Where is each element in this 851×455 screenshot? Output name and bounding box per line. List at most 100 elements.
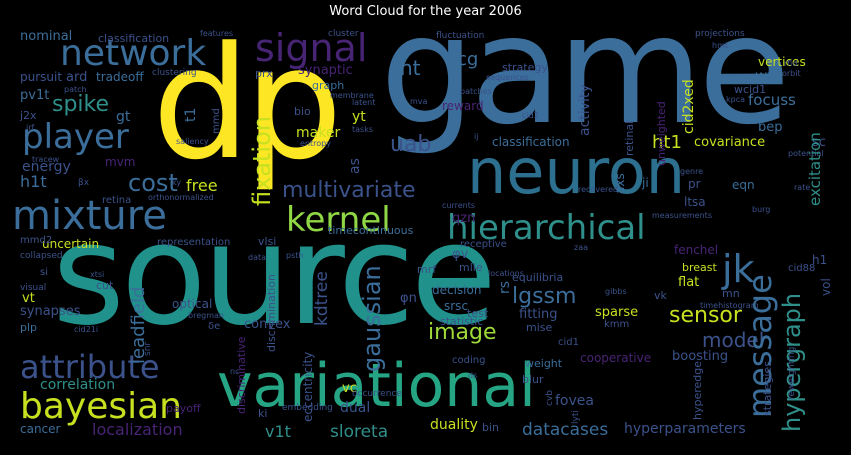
word-network: network [60,33,207,74]
word-cid21i: cid21i [74,325,99,334]
word-game: game [380,26,791,158]
word-axs: axs [613,173,627,194]
word-delta-e: δe [208,321,221,332]
word-mmd: mmd [211,108,222,134]
word-pr: pr [688,177,701,191]
word-synaptic: synaptic [298,63,353,78]
word-sparse: sparse [595,305,639,320]
word-lcg: lcg [452,49,479,70]
word-gt: gt [116,109,131,125]
word-burg: burg [752,205,771,214]
word-mmd2: mmd2 [20,235,53,246]
word-measurements: measurements [652,211,712,220]
word-tradeoff: tradeoff [96,70,144,84]
word-phi-n: φn [400,291,417,306]
word-fluctuation: fluctuation [436,31,485,41]
word-bep: bep [758,120,783,135]
word-retinal: retinal [623,120,636,156]
word-kernel: kernel [286,200,391,240]
word-cancer: cancer [20,422,61,436]
word-currents: currents [442,201,476,210]
word-collapsed: collapsed [20,251,63,261]
word-cost: cost [128,169,178,197]
word-ht1: ht1 [652,132,682,153]
word-variational: variational [217,351,536,421]
word-cvb: cvb [545,390,555,406]
word-tasks: tasks [352,125,374,134]
word-discriminative: discriminative [235,336,248,414]
word-as: as [347,158,363,174]
word-excitation: excitation [806,132,824,206]
word-representation: representation [157,237,231,248]
word-ard: ard [66,70,88,85]
word-ki: ki [258,407,268,420]
word-srsc: srsc [444,299,469,313]
word-optical: optical [172,297,213,311]
word-uncertain: uncertain [42,237,100,251]
word-statistic: statistic [440,315,484,328]
word-model: model [702,328,765,352]
word-prx: prx [255,67,273,80]
word-coding: coding [452,355,486,366]
word-clustering: clustering [152,68,197,78]
word-attribute: attribute [20,348,160,386]
word-localization: localization [92,420,183,439]
word-mvm: mvm [105,155,136,169]
word-t1: t1 [183,107,199,122]
word-uab: uab [390,132,432,157]
word-bayesian: bayesian [20,386,182,427]
word-v1t: v1t [265,422,291,441]
word-potential: potential [788,149,824,158]
word-rate: rate [794,183,811,192]
word-pursuit: pursuit [20,70,63,84]
word-ht: ht [400,56,421,80]
word-lyti: lyti [571,410,581,424]
word-classification-2: classification [492,135,570,149]
word-wcid1: wcid1 [734,83,767,96]
word-vol: vol [819,278,833,296]
word-weight: weight [525,357,563,370]
word-graph: graph [312,79,345,92]
word-nominal: nominal [20,29,73,44]
word-cid1: cid1 [558,337,579,348]
word-player: player [22,117,129,157]
word-test: test [467,307,489,320]
word-reweighting: reweighting [787,346,797,400]
word-rfid: rfid [784,59,798,68]
word-synapses: synapses [20,304,81,319]
word-kmm: kmm [604,319,630,330]
word-vertices: vertices [758,55,806,69]
word-fenchel: fenchel [674,243,719,257]
word-cid2xed: cid2xed [681,79,697,134]
word-classification-1: classification [98,32,170,45]
word-sc: sc [812,135,826,150]
word-genre: genre [680,167,704,176]
word-eqn: eqn [732,178,755,192]
word-gibbs: gibbs [605,287,627,296]
word-ij: ij [474,132,479,141]
word-reward: reward [442,99,484,113]
word-cid2: cid2 [522,111,539,120]
word-discrimination: discrimination [265,274,278,352]
word-focuss: focuss [748,91,796,109]
word-neuron: neuron [467,135,686,208]
word-patch: patch [64,85,87,94]
word-image: image [428,320,497,345]
word-strategy: strategy [502,61,548,74]
word-multivariate: multivariate [282,178,416,203]
word-kpca: kpca [726,95,746,104]
word-datacases: datacases [522,420,609,440]
word-cloud: source game dp neuron variational mixtur… [12,26,839,443]
word-convex: convex [244,317,291,332]
word-mrf: mrf [417,263,437,276]
word-beta-x: βx [78,178,90,188]
word-ky: ky [172,178,182,187]
word-jk: jk [722,247,755,291]
word-activity: activity [577,84,593,136]
word-snr: snr [143,341,153,356]
word-receptive: receptive [460,239,507,250]
word-covariance: covariance [694,135,766,150]
word-latent: latent [352,98,376,107]
word-lgssm: lgssm [512,284,577,309]
word-bin: bin [482,421,500,434]
